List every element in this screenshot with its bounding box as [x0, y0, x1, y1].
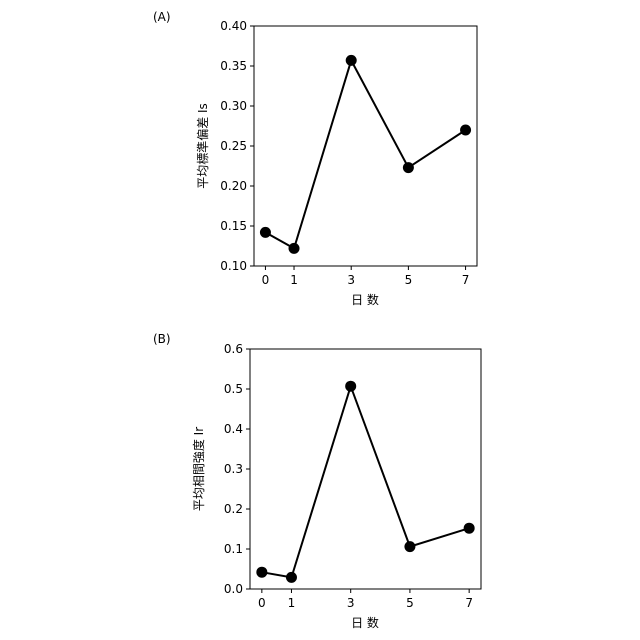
panel-a-y-axis-label: 平均標準偏差 Is [195, 103, 210, 189]
panel-b-y-axis-label: 平均相間強度 Ir [191, 427, 206, 511]
panel-a-y-tick-label: 0.40 [220, 19, 247, 33]
panel-b-x-tick-label: 5 [406, 596, 414, 610]
panel-a-label: (A) [153, 10, 171, 24]
panel-a-data-point [403, 162, 414, 173]
panel-b-x-tick-label: 1 [288, 596, 296, 610]
panel-b-x-tick-label: 3 [347, 596, 355, 610]
panel-b-y-tick-label: 0.2 [224, 502, 243, 516]
panel-a-x-tick-label: 5 [405, 273, 413, 287]
panel-a-series-line [265, 60, 465, 248]
panel-b-data-point [286, 572, 297, 583]
panel-b-series-line [262, 386, 469, 577]
panel-a-y-tick-label: 0.30 [220, 99, 247, 113]
panel-b-plot-frame [250, 349, 481, 589]
panel-a-series [260, 55, 471, 254]
panel-a-x-tick-label: 3 [347, 273, 355, 287]
panel-b-data-point [464, 523, 475, 534]
panel-a-x-tick-label: 7 [462, 273, 470, 287]
panel-a-y-tick-label: 0.15 [220, 219, 247, 233]
panel-a-data-point [260, 227, 271, 238]
panel-b-label: (B) [153, 332, 171, 346]
panel-a-x-tick-label: 0 [262, 273, 270, 287]
panel-a-y-tick-label: 0.35 [220, 59, 247, 73]
panel-b-y-tick-label: 0.0 [224, 582, 243, 596]
panel-a-data-point [460, 125, 471, 136]
panel-b-y-tick-label: 0.1 [224, 542, 243, 556]
panel-b-x-axis-label: 日 数 [351, 615, 379, 630]
panel-a-x-axis-label: 日 数 [351, 292, 379, 307]
panel-a-y-tick-label: 0.20 [220, 179, 247, 193]
panel-b-y-tick-label: 0.6 [224, 342, 243, 356]
panel-b-data-point [256, 567, 267, 578]
panel-b-y-tick-label: 0.3 [224, 462, 243, 476]
panel-a: (A) 0.10 0.15 0.20 0.25 0.30 0.35 0.40 0 1 3 5 7 日 … [153, 10, 477, 307]
panel-b-y-tick-label: 0.5 [224, 382, 243, 396]
panel-a-data-point [346, 55, 357, 66]
panel-b-x-tick-label: 0 [258, 596, 266, 610]
panel-b-y-tick-label: 0.4 [224, 422, 243, 436]
panel-a-y-tick-label: 0.25 [220, 139, 247, 153]
panel-b-data-point [345, 381, 356, 392]
panel-a-y-tick-label: 0.10 [220, 259, 247, 273]
panel-b-data-point [404, 541, 415, 552]
panel-a-data-point [289, 243, 300, 254]
panel-b-series [256, 381, 474, 583]
panel-b-x-tick-label: 7 [465, 596, 473, 610]
panel-a-x-tick-label: 1 [290, 273, 298, 287]
panel-b: (B) 0.0 0.1 0.2 0.3 0.4 0.5 0.6 0 1 3 5 7 日 数 平均相間強… [153, 332, 481, 630]
panel-a-plot-frame [254, 26, 477, 266]
